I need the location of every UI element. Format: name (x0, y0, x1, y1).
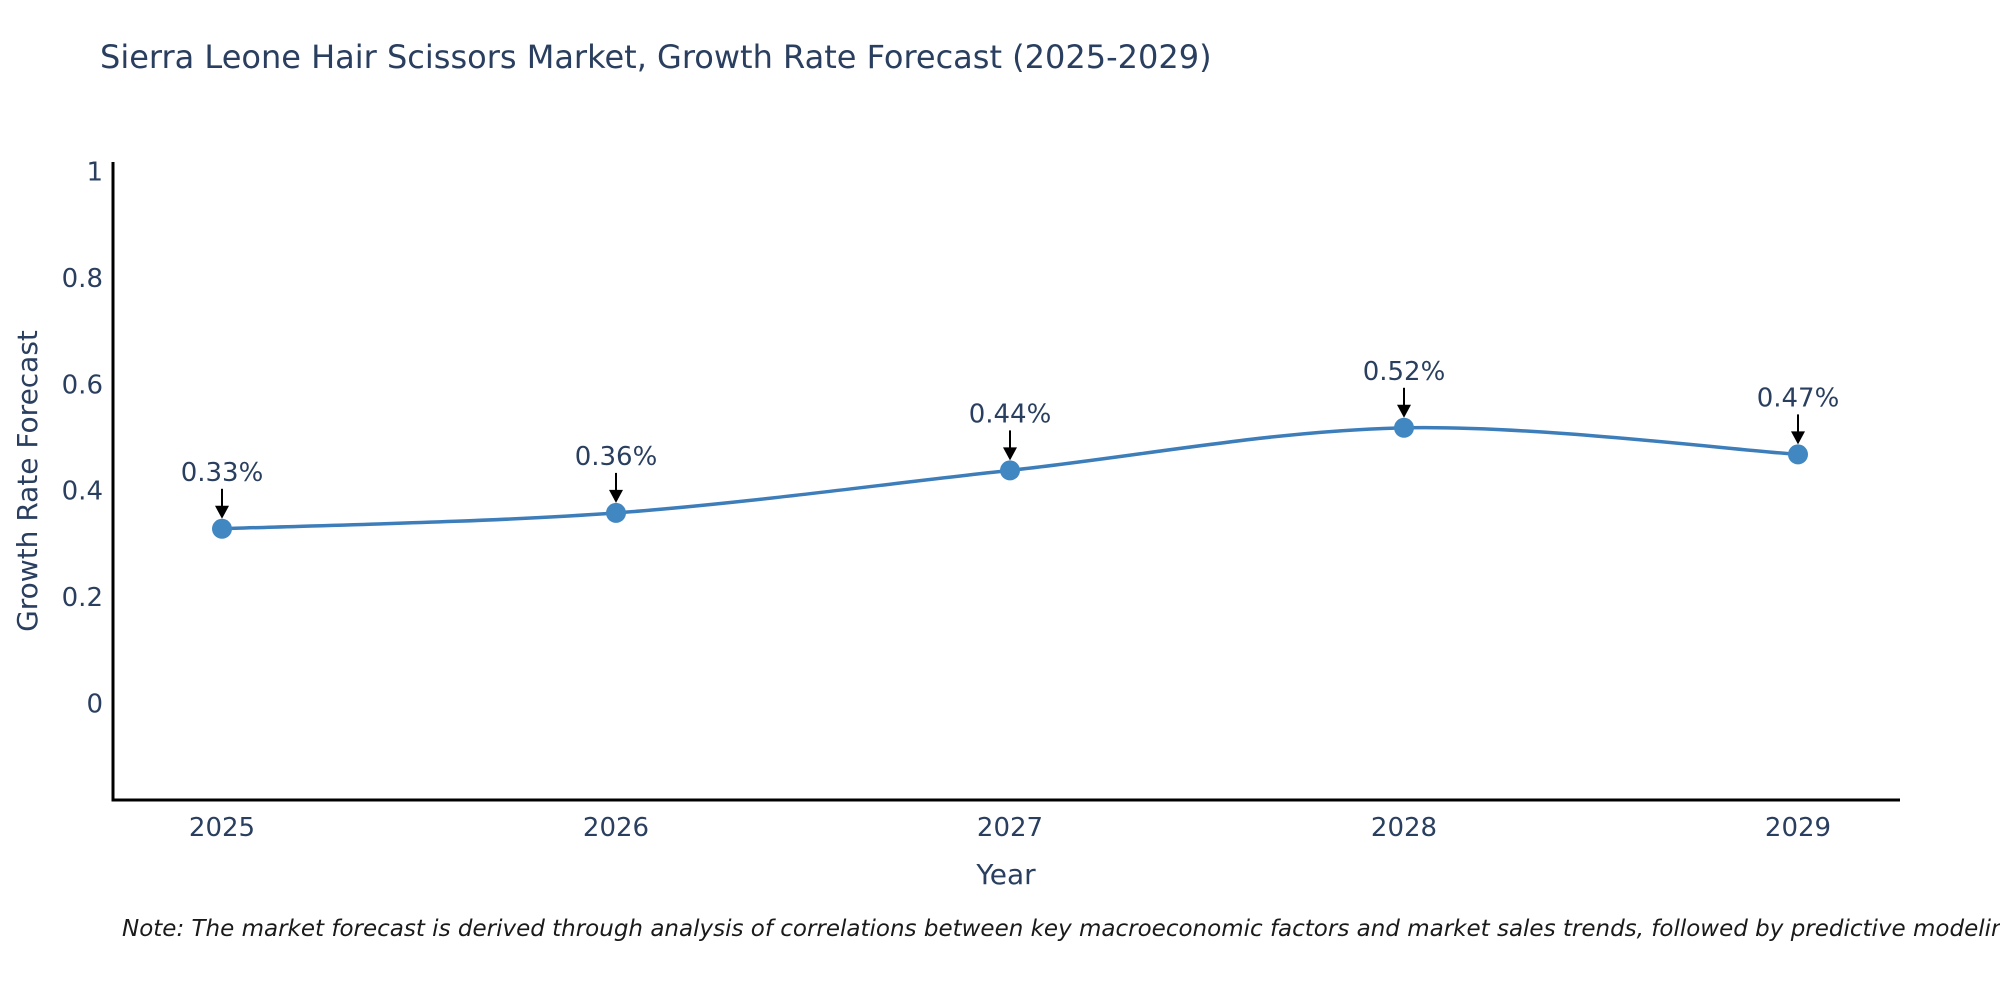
annotation-label: 0.47% (1757, 383, 1840, 413)
annotation-label: 0.36% (575, 442, 658, 472)
axis-lines (111, 162, 1900, 802)
x-tick-label: 2027 (977, 813, 1043, 843)
y-tick-label: 0.4 (62, 477, 103, 507)
data-point-marker[interactable] (1394, 417, 1414, 438)
data-point-marker[interactable] (606, 502, 626, 523)
annotation-arrowhead-icon (1397, 404, 1411, 418)
annotation-arrowhead-icon (1003, 447, 1017, 461)
x-tick-label: 2029 (1765, 813, 1831, 843)
y-tick-label: 0.6 (62, 370, 103, 400)
data-point-marker[interactable] (1788, 444, 1808, 465)
y-tick-label: 0.8 (62, 264, 103, 294)
data-point-marker[interactable] (212, 518, 232, 539)
data-point-marker[interactable] (1000, 460, 1020, 481)
chart-title: Sierra Leone Hair Scissors Market, Growt… (100, 38, 1212, 76)
x-tick-label: 2026 (583, 813, 649, 843)
y-tick-label: 1 (86, 158, 103, 188)
annotation-label: 0.52% (1363, 357, 1446, 387)
annotation-arrowhead-icon (1791, 431, 1805, 445)
x-axis-title: Year (976, 858, 1036, 891)
y-tick-label: 0.2 (62, 583, 103, 613)
annotation-arrowhead-icon (215, 505, 229, 519)
annotation-label: 0.44% (969, 399, 1052, 429)
footnote: Note: The market forecast is derived thr… (122, 916, 2000, 942)
x-tick-label: 2025 (189, 813, 255, 843)
y-tick-label: 0 (86, 689, 103, 719)
annotation-arrowhead-icon (609, 489, 623, 503)
annotation-label: 0.33% (181, 458, 264, 488)
x-tick-label: 2028 (1371, 813, 1437, 843)
